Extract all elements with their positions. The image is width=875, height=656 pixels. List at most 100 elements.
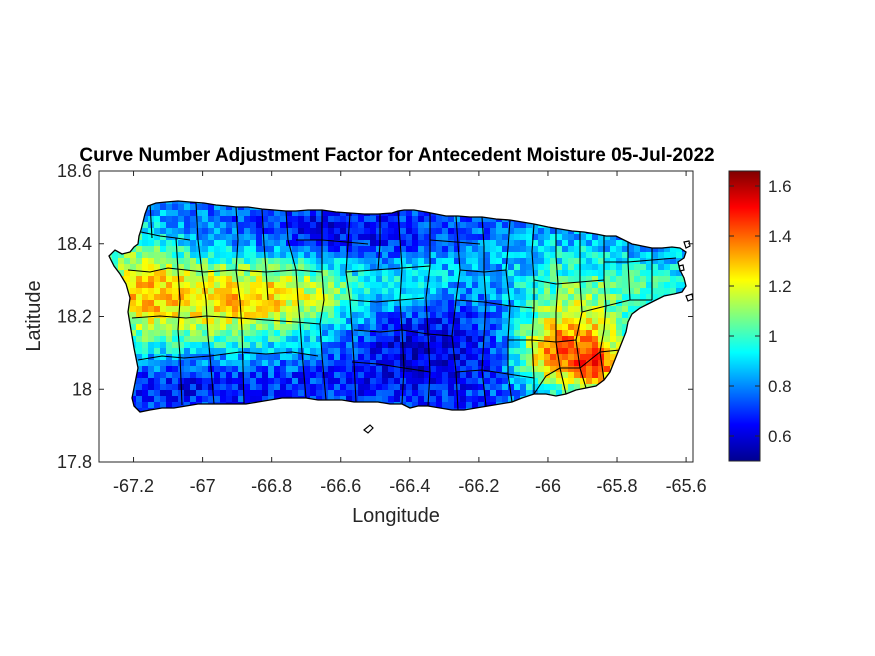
heat-cell	[394, 366, 401, 373]
heat-cell	[148, 252, 155, 259]
heat-cell	[358, 282, 365, 289]
heat-cell	[442, 276, 449, 283]
heat-cell	[418, 300, 425, 307]
heat-cell	[388, 258, 395, 265]
heat-cell	[364, 348, 371, 355]
heat-cell	[250, 372, 257, 379]
heat-cell	[460, 276, 467, 283]
heat-cell	[178, 336, 185, 343]
heat-cell	[388, 240, 395, 247]
heat-cell	[652, 258, 659, 265]
heat-cell	[376, 396, 383, 403]
heat-cell	[364, 390, 371, 397]
heat-cell	[358, 300, 365, 307]
heat-cell	[556, 264, 563, 271]
heat-cell	[580, 318, 587, 325]
heat-cell	[556, 288, 563, 295]
heat-cell	[640, 252, 647, 259]
heat-cell	[196, 216, 203, 223]
heat-cell	[178, 222, 185, 229]
heat-cell	[310, 288, 317, 295]
heat-cell	[538, 252, 545, 259]
heat-cell	[172, 270, 179, 277]
heat-cell	[388, 324, 395, 331]
heat-cell	[292, 210, 299, 217]
heat-cell	[286, 252, 293, 259]
heat-cell	[424, 330, 431, 337]
heat-cell	[508, 342, 515, 349]
heat-cell	[460, 234, 467, 241]
heat-cell	[358, 222, 365, 229]
heat-cell	[490, 258, 497, 265]
heat-cell	[226, 258, 233, 265]
heat-cell	[442, 300, 449, 307]
heat-cell	[220, 348, 227, 355]
heat-cell	[664, 282, 671, 289]
heat-cell	[250, 390, 257, 397]
heat-cell	[334, 258, 341, 265]
heat-cell	[562, 240, 569, 247]
heat-cell	[202, 276, 209, 283]
heat-cell	[448, 318, 455, 325]
heat-cell	[334, 396, 341, 403]
heat-cell	[298, 228, 305, 235]
heat-cell	[376, 276, 383, 283]
heat-cell	[328, 288, 335, 295]
heat-cell	[298, 300, 305, 307]
heat-cell	[292, 384, 299, 391]
heat-cell	[232, 252, 239, 259]
heat-cell	[610, 288, 617, 295]
heat-cell	[610, 330, 617, 337]
heat-cell	[154, 366, 161, 373]
heat-cell	[232, 276, 239, 283]
heat-cell	[628, 270, 635, 277]
heat-cell	[556, 384, 563, 391]
heat-cell	[346, 342, 353, 349]
heat-cell	[298, 312, 305, 319]
heat-cell	[160, 336, 167, 343]
heat-cell	[430, 384, 437, 391]
heat-cell	[280, 354, 287, 361]
heat-cell	[364, 396, 371, 403]
heat-cell	[436, 378, 443, 385]
heat-cell	[496, 258, 503, 265]
heat-cell	[478, 330, 485, 337]
heat-cell	[190, 378, 197, 385]
heat-cell	[190, 216, 197, 223]
heat-cell	[130, 318, 137, 325]
heat-cell	[334, 354, 341, 361]
heat-cell	[478, 216, 485, 223]
heat-cell	[208, 228, 215, 235]
heat-cell	[142, 378, 149, 385]
heat-cell	[316, 210, 323, 217]
heat-cell	[208, 252, 215, 259]
heat-cell	[454, 372, 461, 379]
heat-cell	[208, 258, 215, 265]
heat-cell	[430, 342, 437, 349]
heat-cell	[286, 294, 293, 301]
heat-cell	[142, 264, 149, 271]
heat-cell	[472, 402, 479, 409]
heat-cell	[544, 354, 551, 361]
heat-cell	[568, 366, 575, 373]
heat-cell	[190, 228, 197, 235]
heat-cell	[394, 312, 401, 319]
heat-cell	[550, 354, 557, 361]
heat-cell	[574, 306, 581, 313]
heat-cell	[466, 366, 473, 373]
heat-cell	[310, 312, 317, 319]
heat-cell	[328, 294, 335, 301]
heat-cell	[502, 294, 509, 301]
heat-cell	[502, 330, 509, 337]
heat-cell	[364, 366, 371, 373]
heat-cell	[268, 324, 275, 331]
heat-cell	[370, 216, 377, 223]
heat-cell	[202, 312, 209, 319]
heat-cell	[142, 354, 149, 361]
heat-cell	[334, 324, 341, 331]
heat-cell	[286, 372, 293, 379]
heat-cell	[520, 288, 527, 295]
heat-cell	[538, 258, 545, 265]
heat-cell	[148, 312, 155, 319]
heat-cell	[148, 246, 155, 253]
